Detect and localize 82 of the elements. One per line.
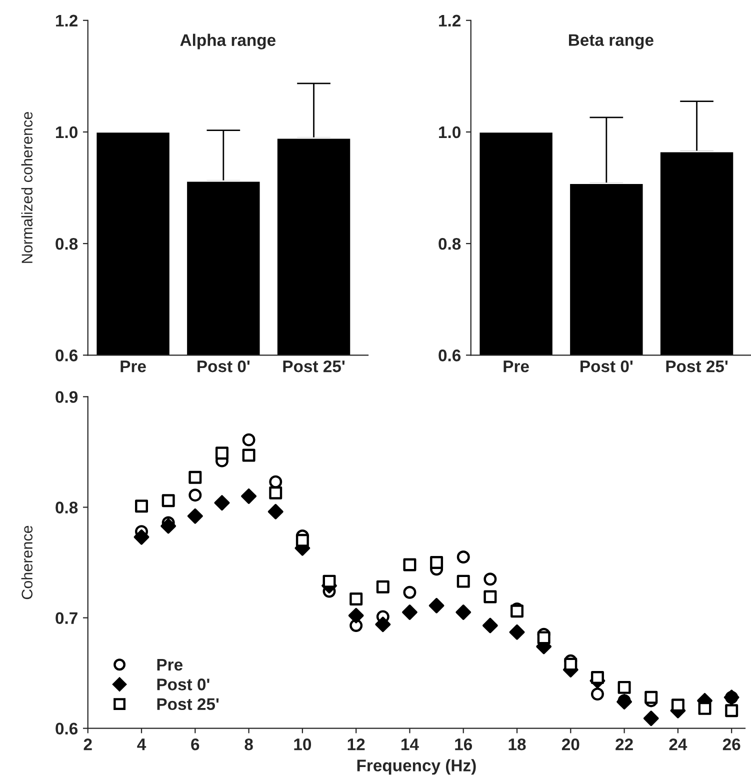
point xyxy=(644,690,658,704)
point xyxy=(160,518,176,534)
x-tick-label: Pre xyxy=(120,360,146,372)
point xyxy=(590,670,604,684)
x-tick-label: 10 xyxy=(294,738,312,750)
x-tick-label: Post 0' xyxy=(198,360,250,372)
y-tick-label: 1.0 xyxy=(439,126,460,138)
x-tick-label: Post 0' xyxy=(580,360,633,372)
point xyxy=(456,604,472,620)
legend-label: Pre xyxy=(157,659,183,671)
point xyxy=(509,624,525,640)
y-tick-label: 0.9 xyxy=(56,391,78,403)
point xyxy=(134,529,150,545)
y-tick-label: 0.8 xyxy=(56,238,78,250)
point xyxy=(510,604,524,618)
point xyxy=(188,488,202,502)
point xyxy=(725,704,738,718)
point xyxy=(242,448,256,462)
point xyxy=(537,631,550,644)
point xyxy=(350,592,363,606)
point xyxy=(135,500,148,513)
x-tick-label: Post 25' xyxy=(283,360,345,372)
point xyxy=(269,475,282,488)
point xyxy=(268,504,284,520)
y-tick-label: 1.2 xyxy=(56,14,78,26)
point xyxy=(187,508,203,524)
text: Beta range xyxy=(568,34,654,50)
x-tick-label: 2 xyxy=(84,738,92,750)
point xyxy=(402,604,418,620)
point xyxy=(269,486,282,500)
point xyxy=(618,680,631,694)
x-tick-label: 22 xyxy=(616,738,633,750)
y-tick-label: 0.6 xyxy=(56,722,78,735)
x-tick-label: 14 xyxy=(402,738,419,750)
y-axis-title: Normalized coherence xyxy=(21,112,33,263)
point xyxy=(162,494,175,508)
point xyxy=(348,608,364,624)
point xyxy=(376,580,390,594)
point xyxy=(322,574,336,588)
x-tick-label: Pre xyxy=(504,360,529,372)
x-tick-label: 8 xyxy=(244,738,253,750)
x-tick-label: 20 xyxy=(562,738,580,750)
y-tick-label: 0.6 xyxy=(56,350,78,362)
point xyxy=(215,446,228,460)
point xyxy=(242,433,256,446)
y-tick-label: 0.8 xyxy=(438,238,461,250)
point xyxy=(643,710,659,726)
y-tick-label: 1.0 xyxy=(56,126,78,138)
point xyxy=(403,558,416,572)
x-tick-label: 24 xyxy=(669,738,688,750)
point xyxy=(214,495,230,511)
point xyxy=(482,618,498,634)
y-tick-label: 0.6 xyxy=(438,350,461,362)
point xyxy=(698,702,712,715)
x-tick-label: 26 xyxy=(722,738,740,750)
x-tick-label: 16 xyxy=(455,738,472,750)
point xyxy=(590,688,604,701)
y-tick-label: 0.7 xyxy=(56,612,78,624)
y-tick-label: 1.2 xyxy=(439,14,460,26)
text: Alpha range xyxy=(180,34,276,50)
point xyxy=(403,586,416,599)
point xyxy=(188,470,202,484)
point xyxy=(484,590,497,604)
point xyxy=(241,488,256,504)
x-axis-title: Frequency (Hz) xyxy=(357,759,476,775)
point xyxy=(296,534,309,547)
point xyxy=(428,598,444,614)
point xyxy=(430,556,444,570)
x-tick-label: Post 25' xyxy=(666,360,728,372)
legend-label: Post 25' xyxy=(157,698,219,710)
point xyxy=(616,694,632,710)
point xyxy=(484,572,497,586)
legend-label: Post 0' xyxy=(157,678,210,690)
point xyxy=(456,550,470,564)
y-tick-label: 0.8 xyxy=(56,502,78,514)
point xyxy=(375,616,391,632)
x-tick-label: 6 xyxy=(191,738,200,750)
y-axis-title: Coherence xyxy=(21,526,33,600)
x-tick-label: 4 xyxy=(137,738,146,750)
point xyxy=(456,574,470,588)
x-tick-label: 18 xyxy=(508,738,526,750)
x-tick-label: 12 xyxy=(348,738,365,750)
